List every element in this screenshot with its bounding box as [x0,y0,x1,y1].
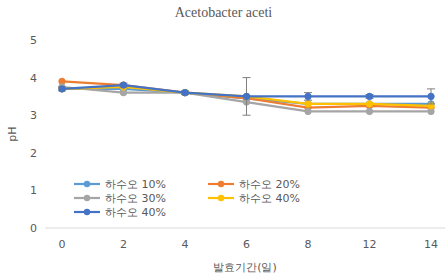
data-point [182,89,188,95]
data-point [243,93,249,99]
tick-mark [42,152,45,153]
tick-mark [42,77,45,78]
data-point [428,93,434,99]
legend-item: 하수오 30% [74,192,166,205]
data-point [305,101,311,107]
y-tick-label: 0 [30,222,37,235]
data-point [366,93,372,99]
y-tick-label: 5 [30,34,37,47]
data-point [305,108,311,114]
tick-mark [42,228,45,229]
legend-item: 하수오 20% [208,178,300,191]
y-axis-label: pH [6,126,19,141]
x-tick-label: 14 [424,238,438,251]
data-point [59,86,65,92]
x-tick-label: 0 [59,238,66,251]
legend-item: 하수오 10% [74,178,166,191]
legend-label: 하수오 40% [105,206,166,219]
x-tick-label: 2 [120,238,127,251]
data-point [243,93,249,99]
error-cap [243,115,251,116]
chart: Acetobacter acetipH발효기간(일)01234502468121… [0,0,447,279]
x-tick-label: 4 [182,238,189,251]
data-point [182,89,188,95]
y-tick-label: 1 [30,184,37,197]
y-tick-label: 2 [30,147,37,160]
x-axis-label: 발효기간(일) [213,261,277,274]
tick-mark [42,190,45,191]
y-tick-label: 3 [30,109,37,122]
data-point [428,103,434,109]
legend-item: 하수오 40% [208,192,300,205]
legend-marker [84,209,90,215]
data-point [182,89,188,95]
tick-mark [42,115,45,116]
legend: 하수오 10%하수오 20%하수오 30%하수오 40%하수오 40% [74,178,300,219]
error-cap [427,103,435,104]
legend-marker [84,195,90,201]
y-tick-label: 4 [30,72,37,85]
data-point [366,101,372,107]
legend-marker [218,181,224,187]
error-bar [304,93,312,101]
title: Acetobacter aceti [175,5,273,20]
data-point [366,101,372,107]
legend-label: 하수오 40% [239,192,300,205]
data-point [59,86,65,92]
data-point [366,108,372,114]
x-axis-line [45,228,445,229]
error-bar [243,78,251,116]
data-point [305,101,311,107]
legend-marker [218,195,224,201]
data-point [120,82,126,88]
data-point [120,82,126,88]
data-point [182,89,188,95]
error-cap [243,77,251,78]
x-tick-label: 12 [363,238,377,251]
legend-item: 하수오 40% [74,206,166,219]
x-tick-label: 8 [305,238,312,251]
x-tick-label: 6 [243,238,250,251]
plot-area [58,78,435,116]
data-point [305,93,311,99]
legend-label: 하수오 10% [105,178,166,191]
legend-label: 하수오 30% [105,192,166,205]
data-point [182,89,188,95]
error-cap [427,88,435,89]
legend-label: 하수오 20% [239,178,300,191]
legend-marker [84,181,90,187]
error-bar [427,89,435,104]
tick-mark [42,40,45,41]
data-point [59,86,65,92]
